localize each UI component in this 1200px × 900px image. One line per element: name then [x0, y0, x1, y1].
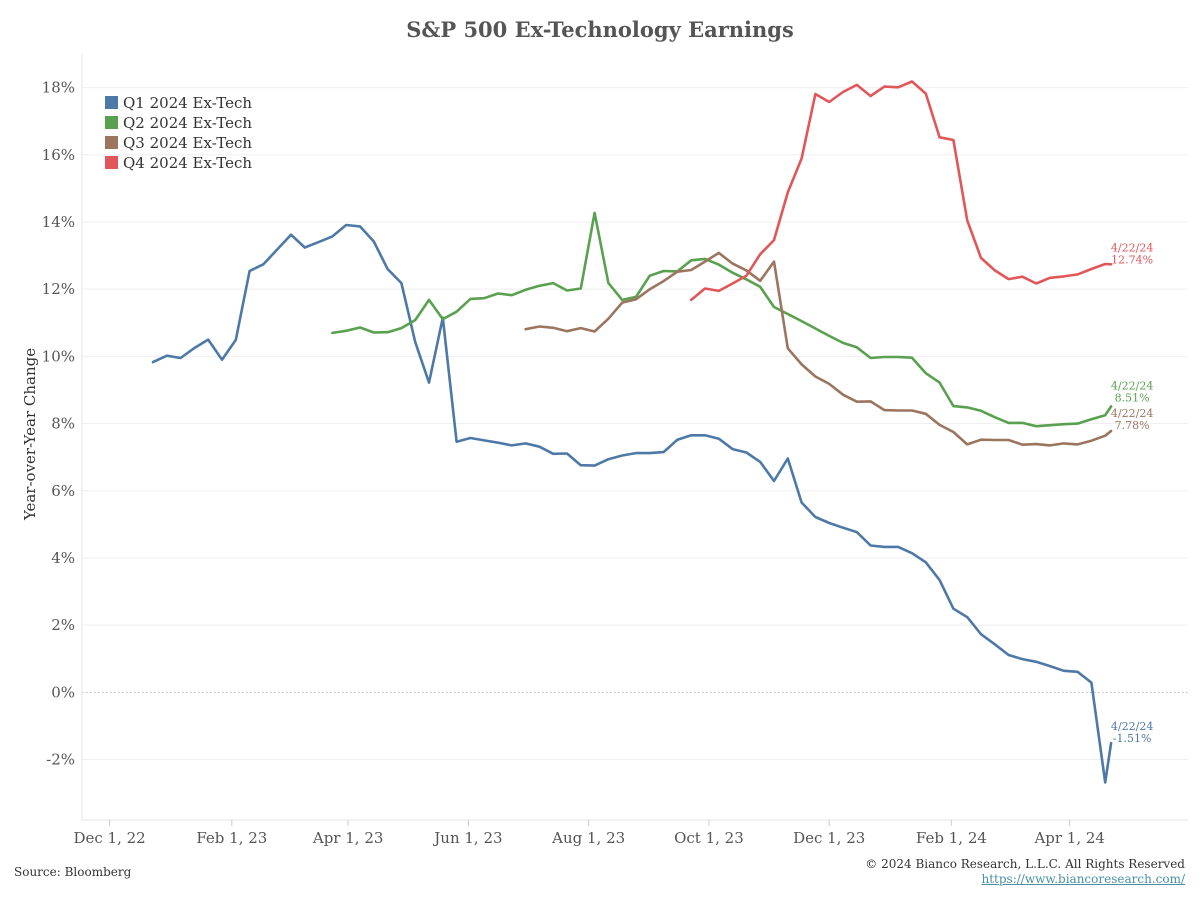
y-tick-label: 16% [42, 146, 75, 164]
legend-swatch [105, 116, 118, 129]
x-tick-label: Apr 1, 24 [1033, 829, 1105, 847]
y-tick-label: 14% [42, 213, 75, 231]
y-tick-label: 10% [42, 347, 75, 365]
x-axis-ticks: Dec 1, 22 Feb 1, 23 Apr 1, 23 Jun 1, 23 Aug … [73, 820, 1105, 847]
y-tick-label: -2% [46, 751, 75, 769]
series-line [331, 211, 1113, 428]
end-label-date: 4/22/24 [1111, 241, 1153, 254]
x-tick-label: Feb 1, 23 [196, 829, 267, 847]
y-tick-label: 18% [42, 79, 75, 97]
series-lines [151, 80, 1113, 784]
gridlines [81, 54, 1188, 821]
end-label-value: -1.51% [1113, 732, 1152, 745]
end-labels: 4/22/24-1.51%4/22/248.51%4/22/247.78%4/2… [1111, 241, 1153, 745]
legend-swatch [105, 96, 118, 109]
y-tick-label: 12% [42, 280, 75, 298]
legend-swatch [105, 136, 118, 149]
end-label-value: 8.51% [1115, 391, 1150, 404]
y-tick-label: 6% [51, 482, 75, 500]
y-tick-label: 0% [51, 683, 75, 701]
series-line [151, 223, 1113, 784]
legend-swatch [105, 156, 118, 169]
legend-label: Q4 2024 Ex-Tech [123, 154, 252, 172]
chart-title: S&P 500 Ex-Technology Earnings [406, 17, 794, 42]
end-label-date: 4/22/24 [1111, 407, 1153, 420]
end-label-value: 7.78% [1115, 419, 1150, 432]
website-link[interactable]: https://www.biancoresearch.com/ [981, 872, 1185, 886]
series-line [524, 251, 1113, 447]
series-line [689, 80, 1113, 302]
x-tick-label: Dec 1, 22 [73, 829, 145, 847]
x-tick-label: Feb 1, 24 [916, 829, 987, 847]
legend-label: Q2 2024 Ex-Tech [123, 114, 252, 132]
legend: Q1 2024 Ex-Tech Q2 2024 Ex-Tech Q3 2024 Ex… [105, 94, 252, 172]
x-tick-label: Apr 1, 23 [312, 829, 384, 847]
x-tick-label: Oct 1, 23 [674, 829, 744, 847]
end-label-value: 12.74% [1111, 253, 1153, 266]
y-tick-label: 4% [51, 549, 75, 567]
y-tick-label: 2% [51, 616, 75, 634]
y-axis-ticks: -2% 0% 2% 4% 6% 8% 10% 12% 14% 16% 18% [42, 79, 75, 769]
legend-label: Q3 2024 Ex-Tech [123, 134, 252, 152]
x-tick-label: Aug 1, 23 [551, 829, 625, 847]
y-axis-label: Year-over-Year Change [21, 348, 39, 521]
x-tick-label: Dec 1, 23 [793, 829, 865, 847]
legend-label: Q1 2024 Ex-Tech [123, 94, 252, 112]
source-note: Source: Bloomberg [14, 865, 132, 879]
x-tick-label: Jun 1, 23 [432, 829, 502, 847]
y-tick-label: 8% [51, 415, 75, 433]
copyright-note: © 2024 Bianco Research, L.L.C. All Right… [865, 857, 1185, 871]
end-label-date: 4/22/24 [1111, 720, 1153, 733]
end-label-date: 4/22/24 [1111, 379, 1153, 392]
